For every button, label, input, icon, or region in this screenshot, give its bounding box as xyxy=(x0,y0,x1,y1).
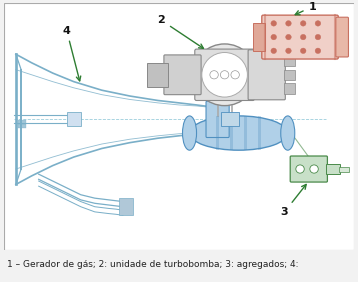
Bar xyxy=(119,198,134,215)
Bar xyxy=(284,83,295,94)
Circle shape xyxy=(231,71,240,79)
Circle shape xyxy=(286,48,291,54)
Circle shape xyxy=(193,44,256,106)
Circle shape xyxy=(300,48,306,54)
Text: 1 – Gerador de gás; 2: unidade de turbobomba; 3: agregados; 4:: 1 – Gerador de gás; 2: unidade de turbob… xyxy=(7,260,299,269)
Circle shape xyxy=(300,21,306,26)
Circle shape xyxy=(315,48,321,54)
Text: 3: 3 xyxy=(280,184,306,217)
Bar xyxy=(18,120,26,124)
FancyBboxPatch shape xyxy=(248,50,285,100)
Bar xyxy=(284,70,295,80)
Circle shape xyxy=(271,21,276,26)
Circle shape xyxy=(286,34,291,40)
Bar xyxy=(339,167,349,173)
Bar xyxy=(253,23,265,51)
Bar xyxy=(244,116,247,150)
Circle shape xyxy=(271,34,276,40)
Text: 2: 2 xyxy=(158,16,203,49)
Ellipse shape xyxy=(189,116,288,150)
Text: 4: 4 xyxy=(63,26,81,81)
Bar xyxy=(230,116,233,150)
Circle shape xyxy=(296,165,304,173)
Bar xyxy=(147,63,169,87)
FancyBboxPatch shape xyxy=(336,17,348,57)
FancyBboxPatch shape xyxy=(206,101,229,138)
Bar xyxy=(18,124,26,128)
Bar xyxy=(216,116,219,150)
Circle shape xyxy=(286,21,291,26)
Circle shape xyxy=(315,34,321,40)
Circle shape xyxy=(210,71,218,79)
Circle shape xyxy=(202,52,247,97)
Circle shape xyxy=(221,71,229,79)
Ellipse shape xyxy=(183,116,197,150)
Text: 1: 1 xyxy=(295,2,316,15)
Bar xyxy=(284,56,295,66)
Bar xyxy=(326,164,340,174)
FancyBboxPatch shape xyxy=(164,55,201,95)
Bar xyxy=(67,113,81,126)
FancyBboxPatch shape xyxy=(195,49,255,100)
Circle shape xyxy=(310,165,318,173)
Circle shape xyxy=(315,21,321,26)
Bar xyxy=(258,116,261,150)
Circle shape xyxy=(300,34,306,40)
FancyBboxPatch shape xyxy=(290,156,328,182)
Circle shape xyxy=(271,48,276,54)
Bar xyxy=(221,113,239,126)
FancyBboxPatch shape xyxy=(262,15,338,59)
Ellipse shape xyxy=(281,116,295,150)
